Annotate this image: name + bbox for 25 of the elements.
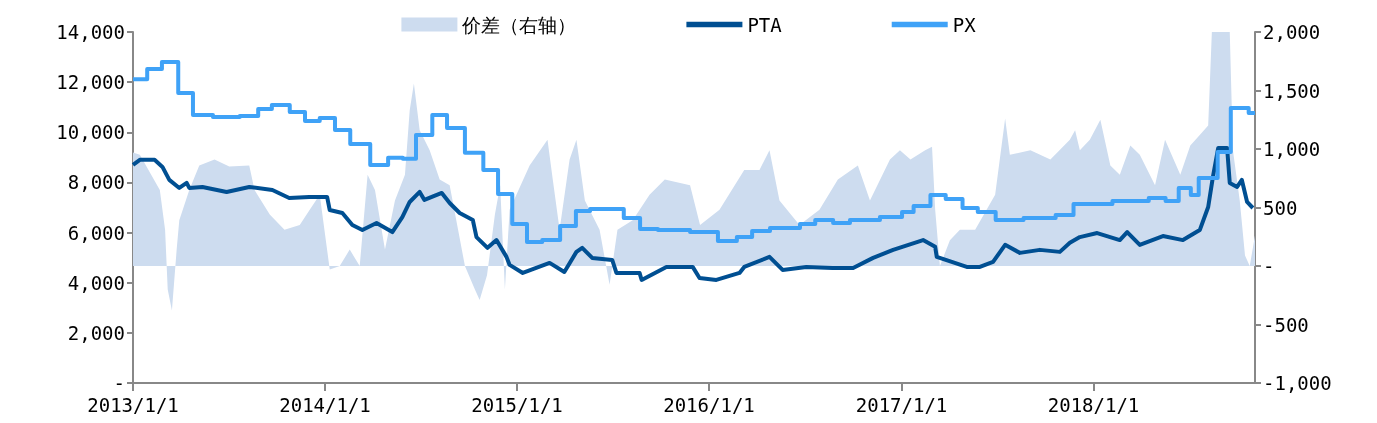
legend-label: PTA bbox=[747, 13, 783, 36]
y-tick-label: 2,000 bbox=[67, 321, 125, 344]
x-tick-label: 2014/1/1 bbox=[279, 393, 371, 416]
y2-tick-label: -1,000 bbox=[1263, 372, 1332, 394]
y-tick-label: 10,000 bbox=[56, 121, 125, 144]
y-tick-label: 8,000 bbox=[67, 171, 125, 194]
y2-tick-label: 1,500 bbox=[1263, 79, 1321, 102]
y2-tick-label: 2,000 bbox=[1263, 21, 1321, 43]
x-tick-label: 2016/1/1 bbox=[663, 393, 755, 416]
legend-label: 价差（右轴） bbox=[461, 13, 577, 36]
x-tick-label: 2017/1/1 bbox=[855, 393, 948, 416]
y2-tick-label: - bbox=[1263, 255, 1275, 277]
x-tick-label: 2018/1/1 bbox=[1047, 393, 1140, 416]
y-tick-label: - bbox=[113, 372, 125, 394]
y-tick-label: 12,000 bbox=[56, 71, 125, 94]
y2-tick-label: 500 bbox=[1263, 196, 1298, 219]
y-tick-label: 14,000 bbox=[56, 21, 125, 43]
line-series bbox=[131, 146, 1255, 282]
y-tick-label: 6,000 bbox=[67, 221, 125, 244]
y-tick-label: 4,000 bbox=[67, 271, 125, 294]
y2-tick-label: 1,000 bbox=[1263, 138, 1321, 160]
x-tick-label: 2013/1/1 bbox=[87, 393, 179, 416]
x-tick-label: 2015/1/1 bbox=[471, 393, 563, 416]
legend-label: PX bbox=[952, 13, 977, 36]
y2-tick-label: -500 bbox=[1263, 313, 1309, 336]
